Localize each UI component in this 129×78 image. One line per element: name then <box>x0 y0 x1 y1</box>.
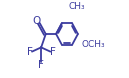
Text: F: F <box>38 60 44 70</box>
Text: O: O <box>32 16 40 26</box>
Text: F: F <box>50 47 56 57</box>
Text: F: F <box>27 47 33 57</box>
Text: CH₃: CH₃ <box>68 2 85 11</box>
Text: OCH₃: OCH₃ <box>81 40 105 49</box>
